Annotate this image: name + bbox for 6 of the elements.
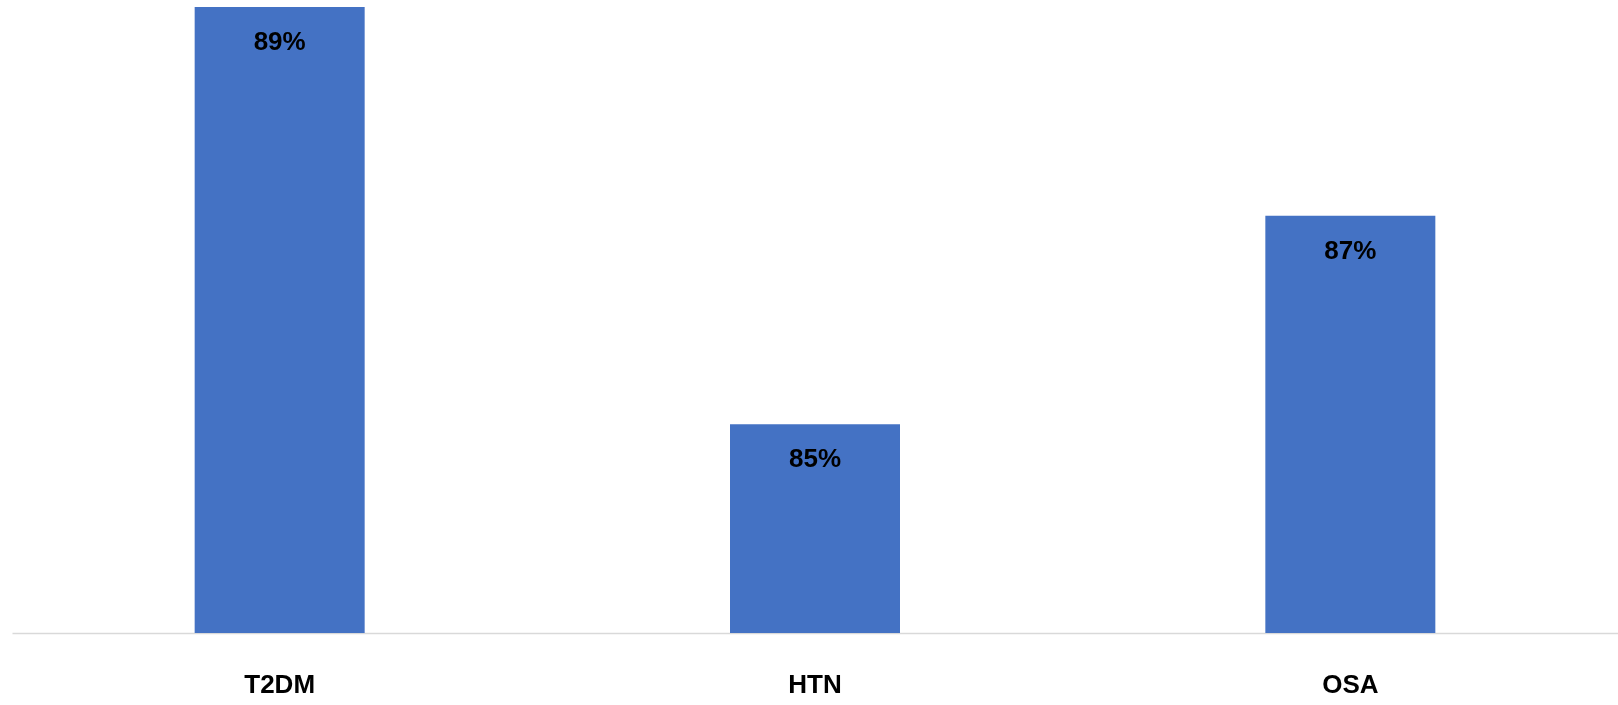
data-label: 87% bbox=[1324, 234, 1377, 265]
data-label: 85% bbox=[788, 443, 842, 474]
x-tick-label: HTN bbox=[788, 668, 842, 699]
data-label: 89% bbox=[253, 26, 306, 56]
x-tick-label: OSA bbox=[1322, 668, 1379, 699]
x-tick-label: T2DM bbox=[244, 668, 316, 699]
